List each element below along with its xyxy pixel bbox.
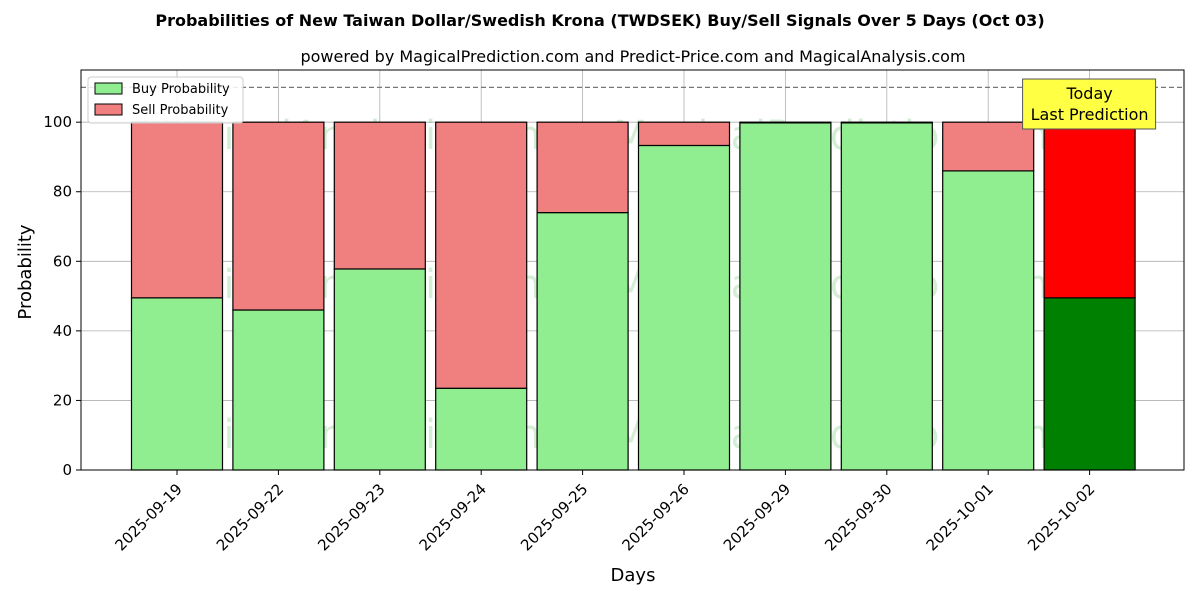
bar-buy [840,122,933,471]
chart-subtitle: powered by MagicalPrediction.com and Pre… [300,47,965,66]
bar-sell [232,121,325,311]
y-tick-label: 80 [53,183,72,201]
bar-buy [333,268,426,471]
bar-buy [637,144,731,471]
y-tick-label: 100 [43,113,72,131]
x-tick-label: 2025-09-24 [416,480,490,554]
legend-label: Sell Probability [132,103,229,118]
plot-area: MagicalAnalysis.comMagicalPrediction.com… [43,69,1185,554]
bar-buy [1043,297,1136,471]
legend-box [87,76,244,124]
bar-buy [536,212,629,471]
y-tick-label: 40 [53,322,72,340]
legend-swatch [94,103,123,116]
legend-swatch [94,82,123,95]
bar-sell [739,121,832,124]
x-tick-label: 2025-10-02 [1024,480,1098,554]
bar-buy [130,297,224,471]
x-tick-label: 2025-09-26 [618,480,692,554]
x-tick-label: 2025-10-01 [923,480,997,554]
legend: Buy Probability Sell Probability [87,76,244,124]
y-tick-label: 0 [62,461,72,479]
bar-sell [130,121,224,299]
legend-label: Buy Probability [132,82,230,97]
x-tick-label: 2025-09-25 [517,480,591,554]
x-tick-label: 2025-09-23 [314,480,388,554]
today-annotation-line2: Last Prediction [1031,105,1149,124]
y-tick-label: 60 [53,252,72,270]
bar-buy [435,387,528,471]
bar-buy [942,170,1035,471]
x-tick-label: 2025-09-30 [821,480,895,554]
bar-sell [435,121,528,389]
today-annotation-box [1022,78,1157,130]
chart-title: Probabilities of New Taiwan Dollar/Swedi… [155,11,1044,30]
y-tick-label: 20 [53,391,72,409]
bar-buy [739,122,832,471]
x-tick-label: 2025-09-19 [111,480,185,554]
plot-frame [80,69,1185,471]
x-tick-label: 2025-09-29 [720,480,794,554]
bar-sell [637,121,731,147]
x-axis-label: Days [611,565,656,586]
bar-buy [232,309,325,471]
bar-sell [1043,121,1136,299]
bar-sell [942,121,1035,172]
y-axis-label: Probability [15,224,36,319]
bar-sell [333,121,426,270]
bar-sell [536,121,629,214]
today-annotation: Today Last Prediction [1022,78,1157,130]
today-annotation-line1: Today [1065,84,1112,103]
bar-sell [840,121,933,124]
x-tick-label: 2025-09-22 [213,480,287,554]
